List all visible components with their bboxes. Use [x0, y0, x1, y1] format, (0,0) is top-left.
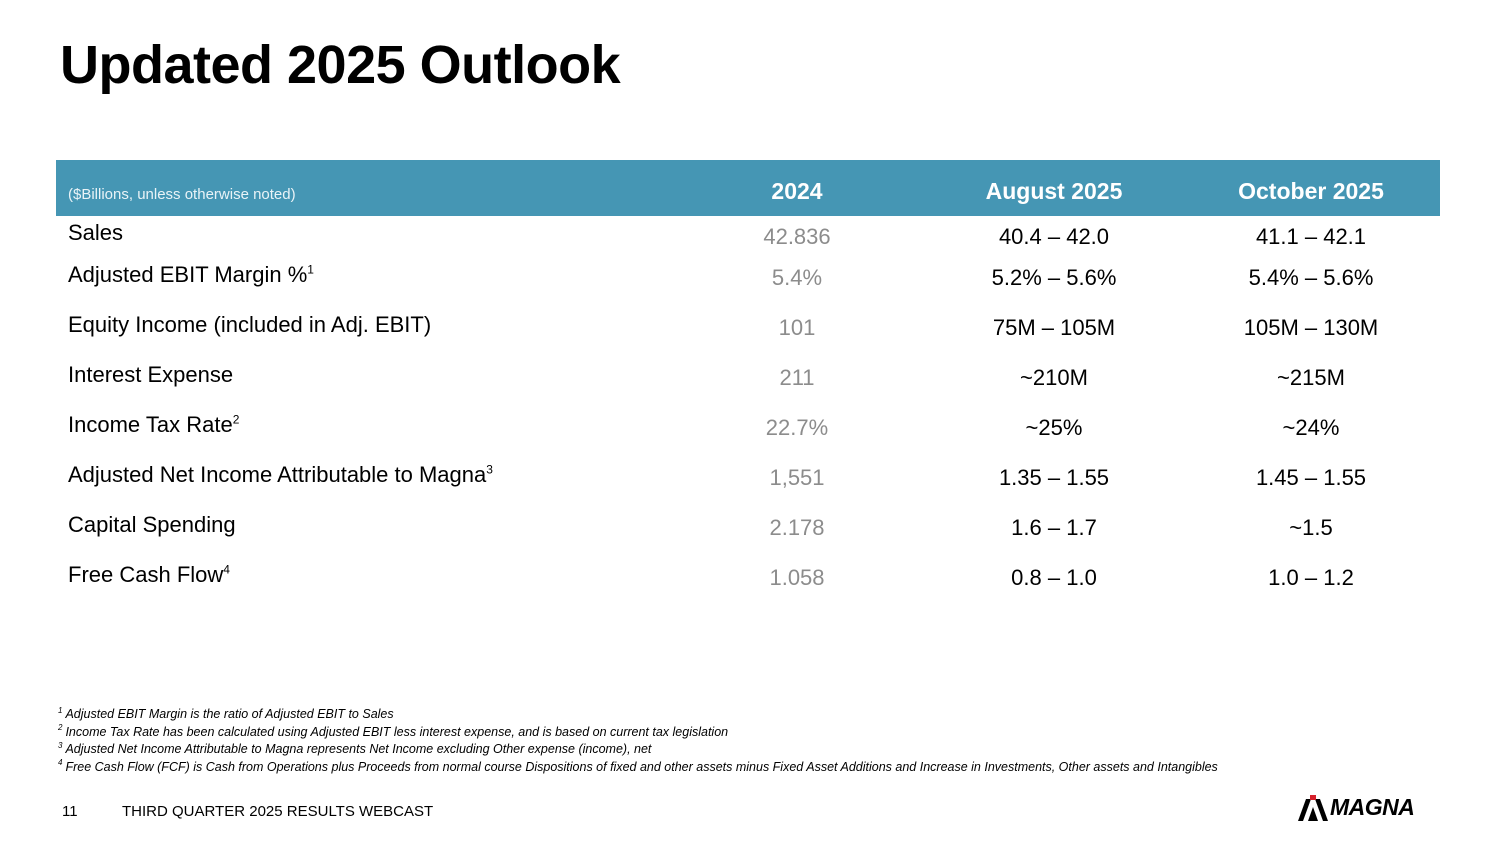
magna-logo-icon	[1298, 794, 1328, 821]
footnotes: 1 Adjusted EBIT Margin is the ratio of Ad…	[58, 706, 1218, 776]
value-august-2025: ~210M	[1020, 365, 1088, 390]
value-2024: 1.058	[769, 565, 825, 590]
footnote: 2 Income Tax Rate has been calculated usi…	[58, 723, 729, 739]
table-row: Free Cash Flow4 1.058 0.8 – 1.0 1.0 – 1.…	[56, 558, 1440, 608]
column-header-2024: 2024	[771, 178, 823, 204]
value-august-2025: 1.6 – 1.7	[1011, 515, 1097, 540]
footnote-ref: 4	[223, 562, 230, 577]
value-october-2025: 105M – 130M	[1243, 315, 1379, 340]
value-2024: 1,551	[769, 465, 825, 490]
footnote-ref: 2	[232, 412, 240, 427]
unit-note: ($Billions, unless otherwise noted)	[68, 186, 296, 203]
value-august-2025: 0.8 – 1.0	[1011, 565, 1097, 590]
page-title: Updated 2025 Outlook	[60, 35, 621, 95]
value-august-2025: 5.2% – 5.6%	[991, 265, 1117, 290]
footnote-ref: 3	[486, 462, 493, 477]
value-2024: 2.178	[769, 515, 825, 540]
value-august-2025: 40.4 – 42.0	[998, 224, 1110, 249]
footnote: 1 Adjusted EBIT Margin is the ratio of Ad…	[58, 705, 394, 721]
value-october-2025: 41.1 – 42.1	[1255, 224, 1367, 249]
value-august-2025: 1.35 – 1.55	[998, 465, 1110, 490]
column-header-august-2025: August 2025	[985, 178, 1123, 204]
value-2024: 211	[779, 365, 815, 390]
value-2024: 42.836	[763, 224, 831, 249]
outlook-table: ($Billions, unless otherwise noted) 2024…	[56, 160, 1440, 608]
value-october-2025: 1.45 – 1.55	[1255, 465, 1367, 490]
row-label: Capital Spending	[68, 512, 236, 537]
row-label: Free Cash Flow4	[68, 562, 230, 587]
table-row: Interest Expense 211 ~210M ~215M	[56, 358, 1440, 408]
table-row: Adjusted Net Income Attributable to Magn…	[56, 458, 1440, 508]
value-2024: 5.4%	[771, 265, 823, 290]
table-header: ($Billions, unless otherwise noted) 2024…	[56, 160, 1440, 216]
row-label: Sales	[68, 220, 124, 245]
table-row: Income Tax Rate2 22.7% ~25% ~24%	[56, 408, 1440, 458]
value-october-2025: ~24%	[1282, 415, 1340, 440]
value-october-2025: ~215M	[1277, 365, 1345, 390]
table-row: Adjusted EBIT Margin %1 5.4% 5.2% – 5.6%…	[56, 258, 1440, 308]
row-label: Adjusted EBIT Margin %1	[68, 262, 314, 287]
value-october-2025: 1.0 – 1.2	[1268, 565, 1354, 590]
table-row: Equity Income (included in Adj. EBIT) 10…	[56, 308, 1440, 358]
footnote: 4 Free Cash Flow (FCF) is Cash from Opera…	[58, 758, 1218, 774]
footnote-ref: 1	[307, 262, 314, 277]
value-october-2025: ~1.5	[1289, 515, 1333, 540]
table-row: Sales 42.836 40.4 – 42.0 41.1 – 42.1	[56, 216, 1440, 258]
table-row: Capital Spending 2.178 1.6 – 1.7 ~1.5	[56, 508, 1440, 558]
row-label: Interest Expense	[68, 362, 234, 387]
magna-logo-text: MAGNA	[1330, 794, 1415, 820]
footer-title: THIRD QUARTER 2025 RESULTS WEBCAST	[122, 803, 434, 820]
value-2024: 101	[778, 315, 816, 340]
magna-logo: MAGNA	[1298, 794, 1415, 821]
value-2024: 22.7%	[765, 415, 829, 440]
value-october-2025: 5.4% – 5.6%	[1248, 265, 1374, 290]
row-label: Income Tax Rate2	[68, 412, 240, 437]
page-number: 11	[62, 803, 78, 820]
value-august-2025: ~25%	[1025, 415, 1083, 440]
footnote: 3 Adjusted Net Income Attributable to Mag…	[58, 740, 652, 756]
row-label: Adjusted Net Income Attributable to Magn…	[68, 462, 493, 487]
row-label: Equity Income (included in Adj. EBIT)	[68, 312, 432, 337]
value-august-2025: 75M – 105M	[992, 315, 1116, 340]
column-header-october-2025: October 2025	[1238, 178, 1384, 204]
